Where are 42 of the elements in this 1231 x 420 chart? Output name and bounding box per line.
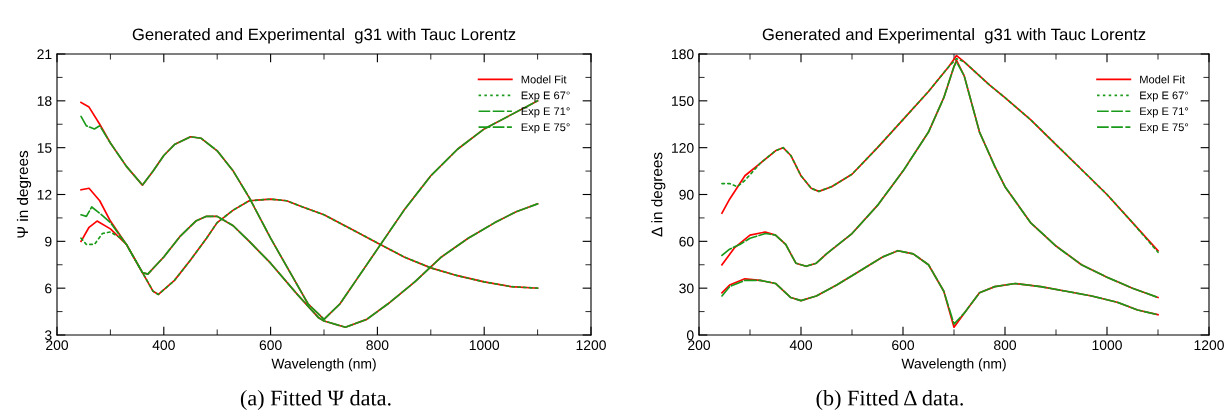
x-tick-label: 400 (152, 340, 175, 351)
x-tick-label: 600 (259, 340, 282, 351)
legend-label: Exp E 71° (1140, 107, 1189, 118)
legend-label: Exp E 75° (1140, 123, 1189, 134)
x-tick-label: 200 (46, 340, 69, 351)
x-tick-label: 1000 (1092, 340, 1122, 351)
y-tick-label: 15 (37, 143, 52, 153)
legend-label: Model Fit (521, 75, 567, 84)
y-tick-label: 60 (679, 236, 694, 247)
x-tick-label: 400 (789, 340, 813, 351)
y-tick-label: 0 (686, 330, 694, 341)
x-tick-label: 200 (688, 340, 711, 351)
legend-label: Exp E 75° (521, 123, 570, 134)
legend-label: Exp E 67° (521, 91, 570, 102)
x-tick-label: 1200 (1194, 340, 1224, 351)
text: (b) Fitted Δ data. (816, 389, 963, 411)
text: (a) Fitted Ψ data. (240, 389, 391, 411)
legend-label: Exp E 71° (521, 107, 570, 118)
x-tick-label: 600 (892, 340, 915, 351)
y-axis-title: Δ in degrees (651, 152, 666, 237)
y-tick-label: 3 (44, 330, 52, 341)
x-tick-label: 1000 (469, 340, 500, 351)
x-tick-label: 800 (994, 340, 1017, 351)
chart-title: Generated and Experimental g31 with Tauc Lorentz (762, 28, 1146, 44)
legend-label: Exp E 67° (1140, 91, 1189, 102)
y-tick-label: 18 (37, 96, 52, 106)
y-tick-label: 120 (672, 143, 694, 153)
y-axis-title: Ψ in degrees (16, 150, 32, 238)
y-tick-label: 9 (45, 236, 52, 247)
y-tick-label: 6 (45, 283, 52, 294)
y-tick-label: 150 (672, 96, 694, 106)
y-tick-label: 21 (37, 49, 52, 60)
y-tick-label: 12 (37, 189, 52, 200)
y-tick-label: 180 (672, 49, 694, 60)
x-axis-title: Wavelength (nm) (271, 358, 376, 372)
x-tick-label: 800 (366, 340, 389, 351)
x-axis-title: Wavelength (nm) (901, 358, 1006, 372)
y-tick-label: 90 (679, 189, 694, 200)
x-tick-label: 1200 (576, 340, 606, 351)
chart-title: Generated and Experimental g31 with Tauc Lorentz (132, 28, 516, 44)
legend-label: Model Fit (1140, 75, 1185, 84)
y-tick-label: 30 (679, 283, 694, 294)
